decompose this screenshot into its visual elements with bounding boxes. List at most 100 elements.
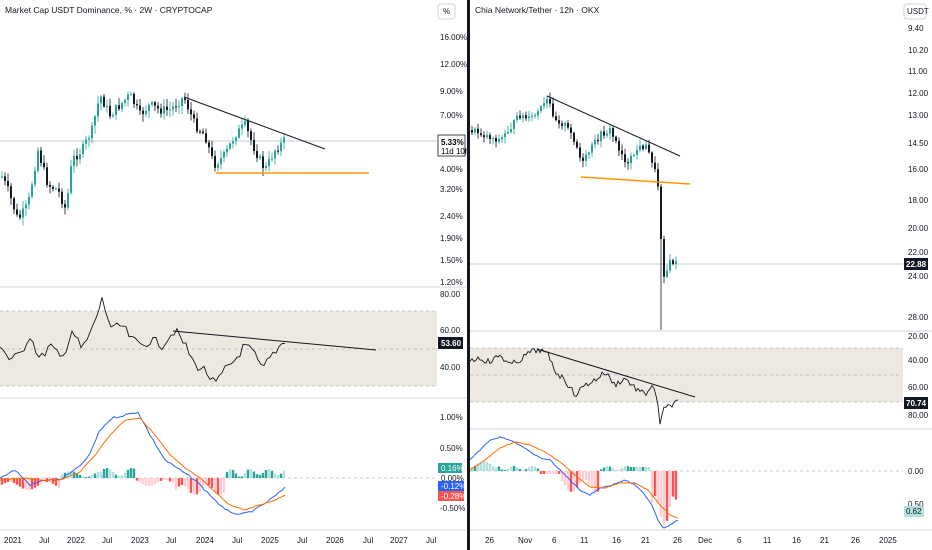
right-macd-bar <box>602 467 606 471</box>
left-macd-bar <box>75 473 79 478</box>
svg-text:7.00%: 7.00% <box>440 111 463 120</box>
left-candle <box>16 209 18 215</box>
right-candle <box>630 155 632 164</box>
left-macd-bar <box>225 471 229 478</box>
left-rsi-band <box>0 311 437 386</box>
left-rsi-axis: 80.00 60.00 40.00 <box>440 290 461 372</box>
left-candle <box>238 128 240 138</box>
left-macd-bar <box>129 468 133 478</box>
svg-text:6: 6 <box>552 536 557 545</box>
right-unit-button[interactable]: USDT <box>903 3 929 20</box>
right-macd-axis: 0.00 0.50 <box>908 467 924 509</box>
left-macd-bar <box>120 475 124 478</box>
right-macd-bar <box>626 466 630 471</box>
left-macd-bar <box>153 478 157 485</box>
right-time-axis: 26 Nov 6 11 16 21 26 Dec 6 11 16 21 26 2… <box>485 536 897 545</box>
right-candle <box>639 145 641 150</box>
right-candle <box>471 130 473 133</box>
right-macd-bar <box>605 466 609 471</box>
right-macd-bar <box>518 469 522 471</box>
right-macd-bar <box>623 466 627 471</box>
left-candle <box>253 139 255 151</box>
right-candle <box>660 186 662 240</box>
svg-text:Jul: Jul <box>102 536 112 545</box>
left-candle <box>181 98 183 107</box>
right-candles <box>471 92 677 330</box>
left-candle <box>61 191 63 205</box>
right-macd-bar <box>485 461 489 471</box>
svg-text:80.00: 80.00 <box>440 290 461 299</box>
left-candle <box>136 104 138 106</box>
left-macd-bar <box>270 470 274 478</box>
right-price-axis: 9.40 10.20 11.00 12.00 13.00 14.50 16.00… <box>908 24 929 322</box>
right-candle <box>558 120 560 124</box>
left-candle <box>52 186 54 189</box>
right-candle <box>642 145 644 149</box>
left-candle <box>169 109 171 111</box>
right-candle <box>624 154 626 163</box>
right-candle <box>636 149 638 155</box>
left-macd-bar <box>69 471 73 478</box>
right-macd-bar <box>596 471 600 492</box>
right-candle <box>573 132 575 142</box>
left-macd-bar <box>87 476 91 478</box>
left-macd-bar <box>63 472 67 478</box>
right-candle <box>486 135 488 138</box>
left-macd-bar <box>18 478 22 487</box>
left-candle <box>73 155 75 166</box>
left-candle <box>241 124 243 129</box>
right-candle <box>489 135 491 140</box>
left-unit-button[interactable]: % <box>437 3 456 20</box>
right-candle <box>600 131 602 142</box>
svg-text:Nov: Nov <box>518 536 532 545</box>
left-candle <box>88 138 90 140</box>
svg-text:70.74: 70.74 <box>906 399 927 408</box>
left-macd-bar <box>228 469 232 478</box>
left-candle <box>70 165 72 193</box>
left-macd-bar <box>57 478 61 488</box>
right-macd-bar <box>620 468 624 471</box>
left-macd-bar <box>0 478 4 485</box>
svg-text:6: 6 <box>737 536 742 545</box>
svg-text:21: 21 <box>820 536 829 545</box>
left-macd-bar <box>237 476 241 478</box>
right-macd-bar <box>497 466 501 471</box>
svg-text:2026: 2026 <box>326 536 344 545</box>
left-macd-bar <box>9 478 13 483</box>
left-macd-bar <box>195 478 199 495</box>
right-candle <box>507 132 509 134</box>
left-candle <box>127 94 129 100</box>
left-candle <box>196 118 198 132</box>
svg-text:2025: 2025 <box>261 536 279 545</box>
svg-text:26: 26 <box>673 536 682 545</box>
left-candle <box>94 116 96 126</box>
left-candle <box>34 170 36 185</box>
left-macd-histogram <box>0 468 286 495</box>
left-macd-bar <box>126 469 130 478</box>
right-candle <box>654 162 656 170</box>
left-candle <box>58 188 60 192</box>
right-macd-bar <box>512 466 516 471</box>
left-macd-bar <box>174 478 178 490</box>
right-candle <box>591 144 593 153</box>
right-candle <box>657 169 659 187</box>
right-macd-bar <box>572 471 576 492</box>
svg-text:60.00: 60.00 <box>440 326 461 335</box>
right-macd-histogram <box>470 461 678 526</box>
right-last-price-tag: 22.88 <box>904 258 928 270</box>
right-macd-bar <box>476 463 480 471</box>
left-macd-bar <box>192 478 196 495</box>
left-macd-bar <box>84 476 88 478</box>
left-macd-bar <box>222 478 226 493</box>
left-candle <box>157 105 159 109</box>
svg-text:9.40: 9.40 <box>908 24 924 33</box>
left-time-axis: 2021 Jul 2022 Jul 2023 Jul 2024 Jul 2025… <box>4 536 436 545</box>
left-title: Market Cap USDT Dominance, % · 2W · CRYP… <box>5 5 213 15</box>
left-macd-bar <box>150 478 154 486</box>
right-candle <box>618 140 620 151</box>
left-candle <box>244 120 246 125</box>
right-macd-bar <box>599 469 603 471</box>
left-macd-bar <box>102 468 106 478</box>
left-macd-bar <box>168 478 172 482</box>
left-candle <box>55 188 57 190</box>
